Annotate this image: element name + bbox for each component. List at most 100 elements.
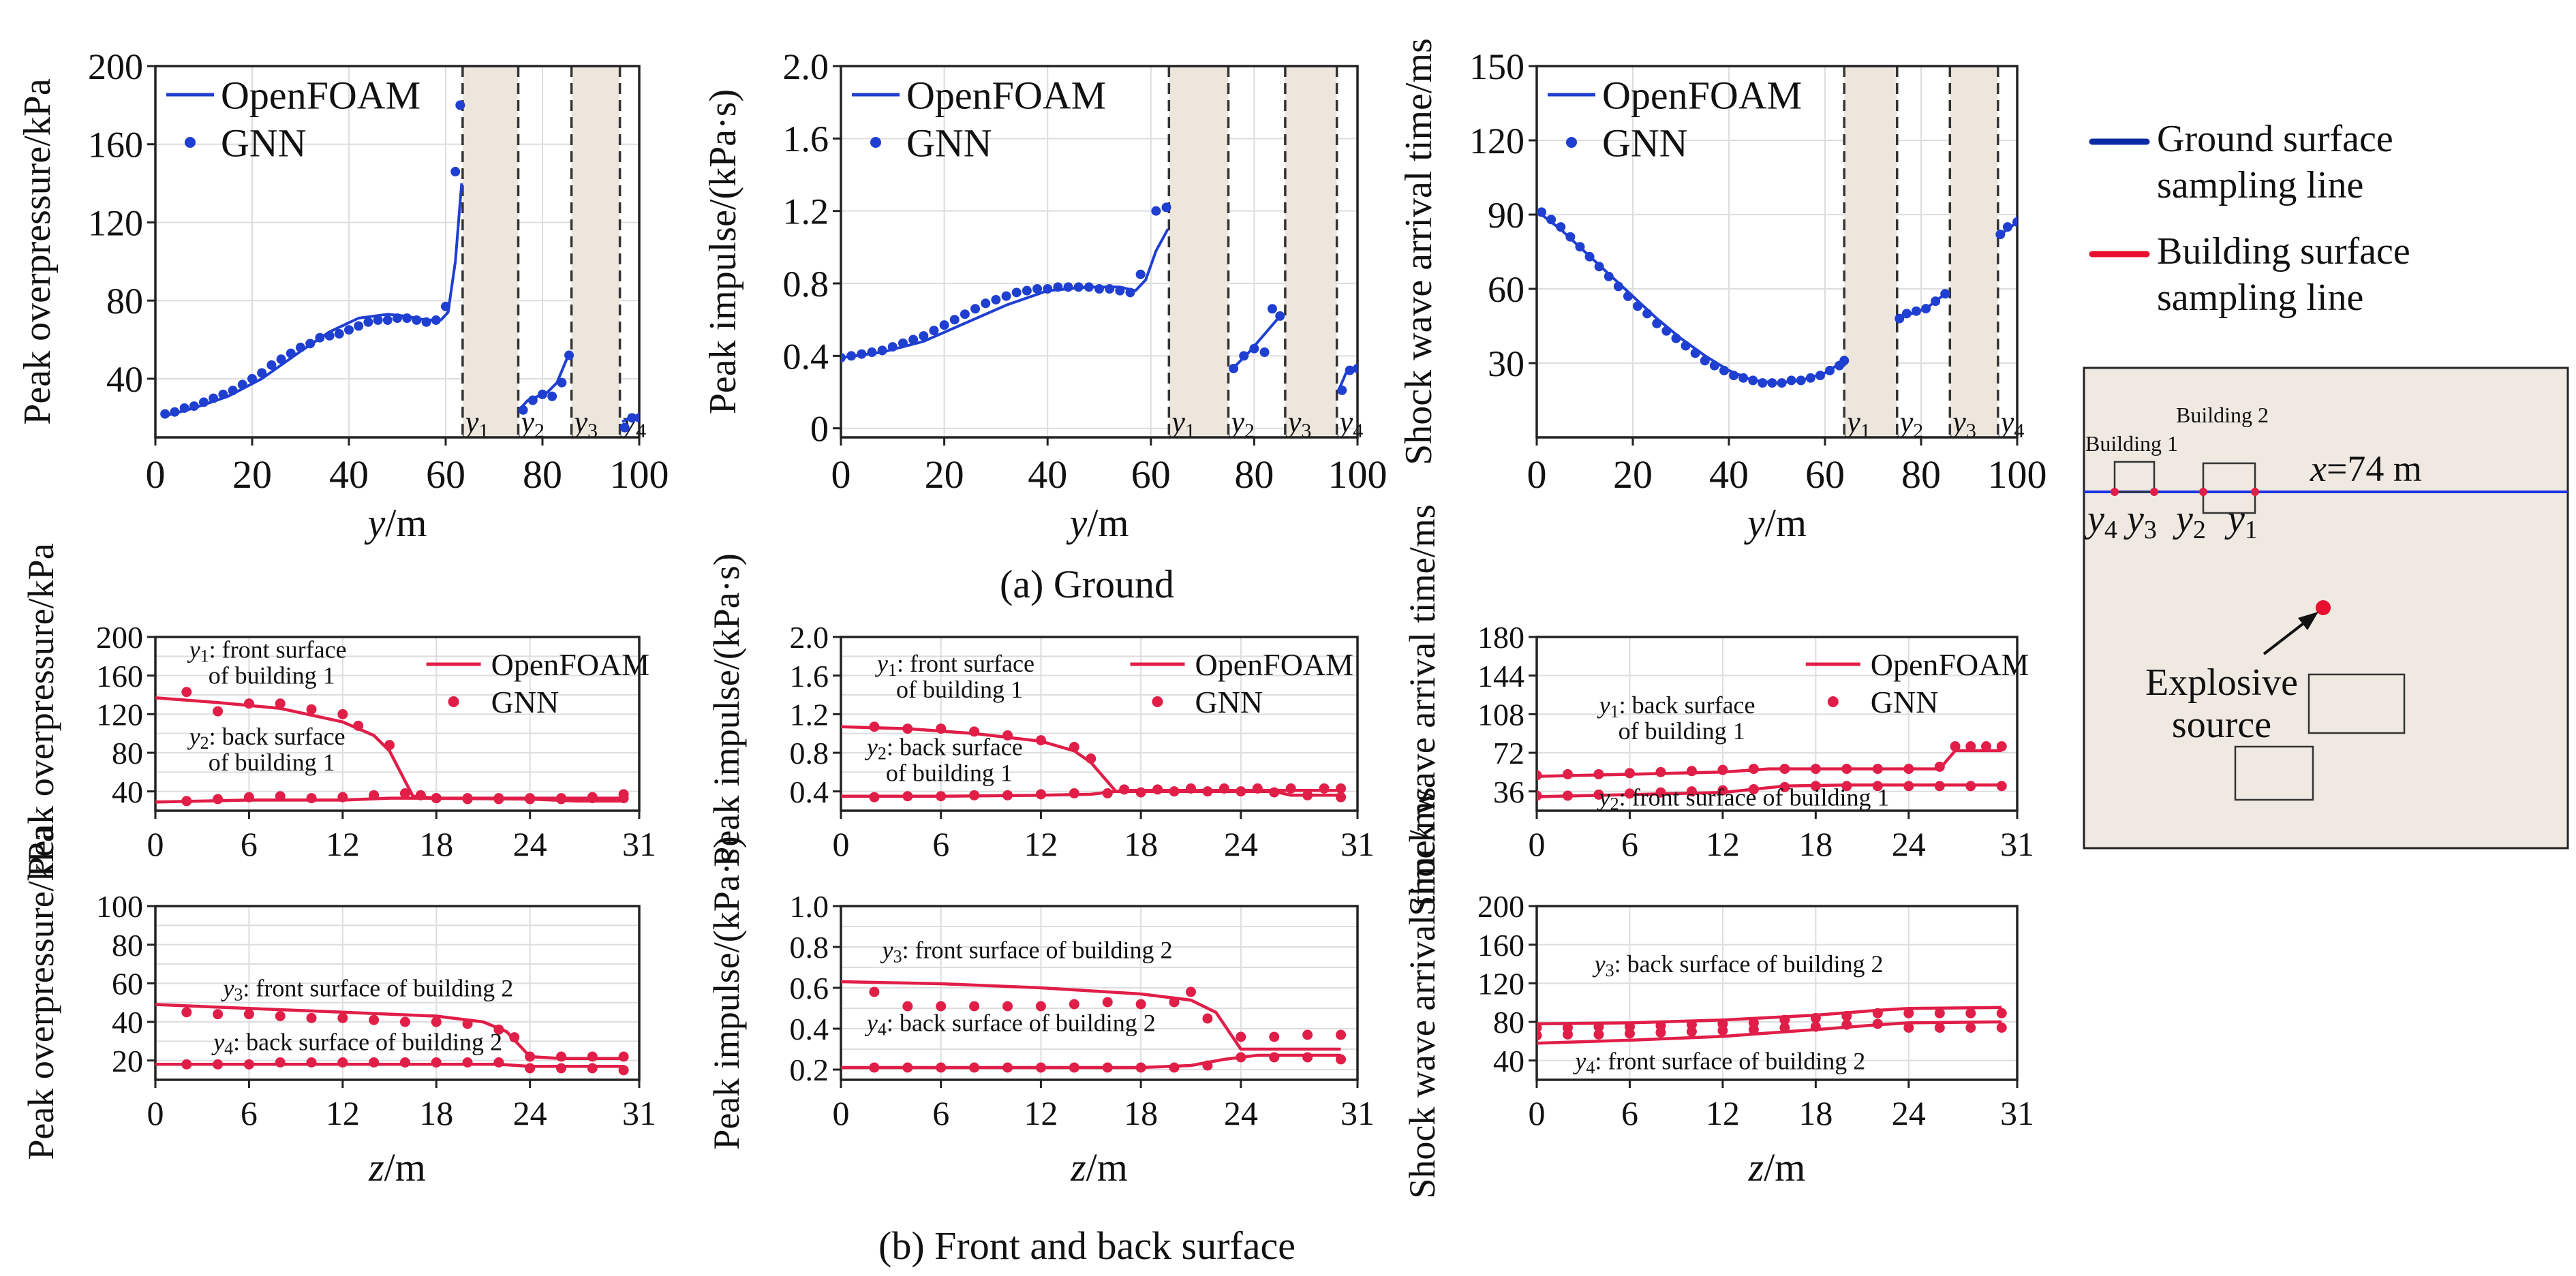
x-position-label: x=74 m bbox=[2310, 448, 2422, 489]
data-point-gnn bbox=[1623, 291, 1633, 301]
plot-frame bbox=[154, 905, 641, 1081]
point-label-y1: y1 bbox=[2224, 498, 2258, 544]
annotation-text: : front surface of building 2 bbox=[1595, 1048, 1865, 1075]
data-point-gnn bbox=[1872, 1008, 1883, 1018]
point-y2 bbox=[2199, 488, 2207, 496]
data-point-gnn bbox=[441, 301, 450, 311]
data-point-gnn bbox=[431, 793, 442, 804]
data-point-gnn bbox=[462, 794, 473, 805]
data-point-gnn bbox=[1686, 766, 1697, 777]
x-tick-label: 60 bbox=[426, 452, 465, 497]
x-tick-label: 0 bbox=[833, 1094, 850, 1132]
x-tick-label: 12 bbox=[1024, 825, 1058, 863]
data-point-gnn bbox=[969, 790, 980, 800]
x-axis-var: z bbox=[368, 1145, 384, 1189]
data-point-gnn bbox=[547, 391, 557, 401]
data-point-gnn bbox=[1593, 789, 1604, 800]
plot-area bbox=[155, 1003, 629, 1076]
x-tick-label: 40 bbox=[1028, 452, 1067, 497]
data-point-gnn bbox=[1681, 341, 1691, 351]
legend-ground-line1: Ground surface bbox=[2157, 118, 2393, 160]
marker-sub: 2 bbox=[1244, 420, 1255, 442]
data-point-gnn bbox=[1686, 1026, 1697, 1037]
y-tick-label: 160 bbox=[96, 659, 143, 694]
surface-annotation-y2: y2: front surface of building 1 bbox=[1597, 783, 1890, 813]
data-point-gnn bbox=[1810, 1012, 1821, 1023]
data-point-gnn bbox=[1872, 764, 1883, 775]
annotation-sub: 4 bbox=[224, 1039, 233, 1059]
x-tick-label: 40 bbox=[1709, 452, 1749, 497]
data-point-gnn bbox=[1841, 1011, 1852, 1021]
data-point-gnn bbox=[1556, 222, 1566, 232]
data-point-gnn bbox=[247, 373, 257, 384]
x-axis-var: y bbox=[1744, 501, 1765, 545]
data-point-gnn bbox=[276, 354, 286, 364]
legend-dot-swatch bbox=[870, 137, 881, 148]
data-point-gnn bbox=[902, 791, 913, 802]
data-point-gnn bbox=[1336, 1029, 1347, 1040]
data-point-gnn bbox=[1069, 742, 1079, 752]
surface-annotation-y3: y3: front surface of building 2 bbox=[221, 975, 513, 1005]
y-tick-label: 0.6 bbox=[790, 971, 829, 1006]
x-tick-label: 100 bbox=[1328, 452, 1387, 497]
data-point-gnn bbox=[1084, 282, 1094, 292]
data-point-gnn bbox=[1652, 318, 1662, 328]
data-point-gnn bbox=[1102, 997, 1113, 1008]
annotation-text: : front surface bbox=[897, 650, 1034, 677]
surface-annotation-y2: y2: back surface bbox=[865, 733, 1023, 763]
annotation-var: y bbox=[221, 975, 234, 1002]
data-point-gnn bbox=[1275, 311, 1285, 321]
data-point-gnn bbox=[1901, 309, 1912, 319]
legend-label-openfoam: OpenFOAM bbox=[1602, 73, 1802, 117]
x-tick-label: 24 bbox=[1892, 1094, 1926, 1132]
data-point-gnn bbox=[1934, 761, 1945, 772]
data-point-gnn bbox=[929, 326, 939, 336]
annotation-sub: 2 bbox=[878, 743, 887, 763]
data-point-gnn bbox=[936, 1001, 947, 1012]
x-tick-label: 18 bbox=[1798, 825, 1833, 863]
x-tick-label: 80 bbox=[523, 452, 562, 497]
data-point-gnn bbox=[462, 1057, 473, 1068]
data-point-gnn bbox=[1779, 781, 1790, 792]
building-zone bbox=[462, 66, 519, 437]
marker-var: y bbox=[1169, 405, 1185, 439]
data-point-gnn bbox=[1655, 787, 1666, 798]
annotation-var: y bbox=[211, 1029, 224, 1056]
data-point-gnn bbox=[421, 317, 431, 327]
surface-annotation-y4: y4: back surface of building 2 bbox=[211, 1029, 502, 1059]
data-point-gnn bbox=[1748, 1024, 1759, 1035]
data-point-gnn bbox=[1269, 1031, 1280, 1042]
y-tick-label: 60 bbox=[1488, 269, 1524, 310]
series-line-openfoam bbox=[841, 980, 1341, 1051]
data-point-gnn bbox=[189, 401, 199, 411]
annotation-var: y bbox=[880, 937, 893, 964]
x-axis-unit: /m bbox=[1087, 501, 1129, 545]
x-axis-label: y/m bbox=[365, 501, 427, 545]
data-point-gnn bbox=[306, 704, 317, 715]
x-axis-label: z/m bbox=[368, 1145, 426, 1189]
y-tick-label: 40 bbox=[112, 775, 143, 809]
series-line-openfoam bbox=[1537, 749, 2002, 778]
x-tick-label: 12 bbox=[1706, 825, 1740, 863]
annotation-text: : back surface bbox=[887, 733, 1023, 760]
data-point-gnn bbox=[1135, 999, 1146, 1010]
data-point-gnn bbox=[1717, 764, 1728, 775]
data-point-gnn bbox=[1229, 363, 1239, 373]
data-point-gnn bbox=[1810, 781, 1821, 792]
data-point-gnn bbox=[382, 315, 393, 325]
annotation-sub: 3 bbox=[234, 985, 243, 1005]
data-point-gnn bbox=[919, 331, 929, 341]
x-tick-label: 40 bbox=[329, 452, 369, 497]
x-axis-var: z bbox=[1748, 1145, 1764, 1189]
surface-annotation-y4: y4: back surface of building 2 bbox=[865, 1010, 1156, 1040]
data-point-gnn bbox=[344, 325, 354, 335]
x-axis-unit: /m bbox=[384, 1145, 426, 1189]
caption-ground: (a) Ground bbox=[1000, 562, 1174, 606]
x-axis-label: z/m bbox=[1748, 1145, 1806, 1189]
surface-annotation-y1: y1: front surface bbox=[187, 636, 347, 666]
data-point-gnn bbox=[431, 1016, 442, 1027]
data-point-gnn bbox=[170, 407, 180, 417]
x-tick-label: 6 bbox=[932, 825, 949, 863]
data-point-gnn bbox=[354, 321, 364, 331]
